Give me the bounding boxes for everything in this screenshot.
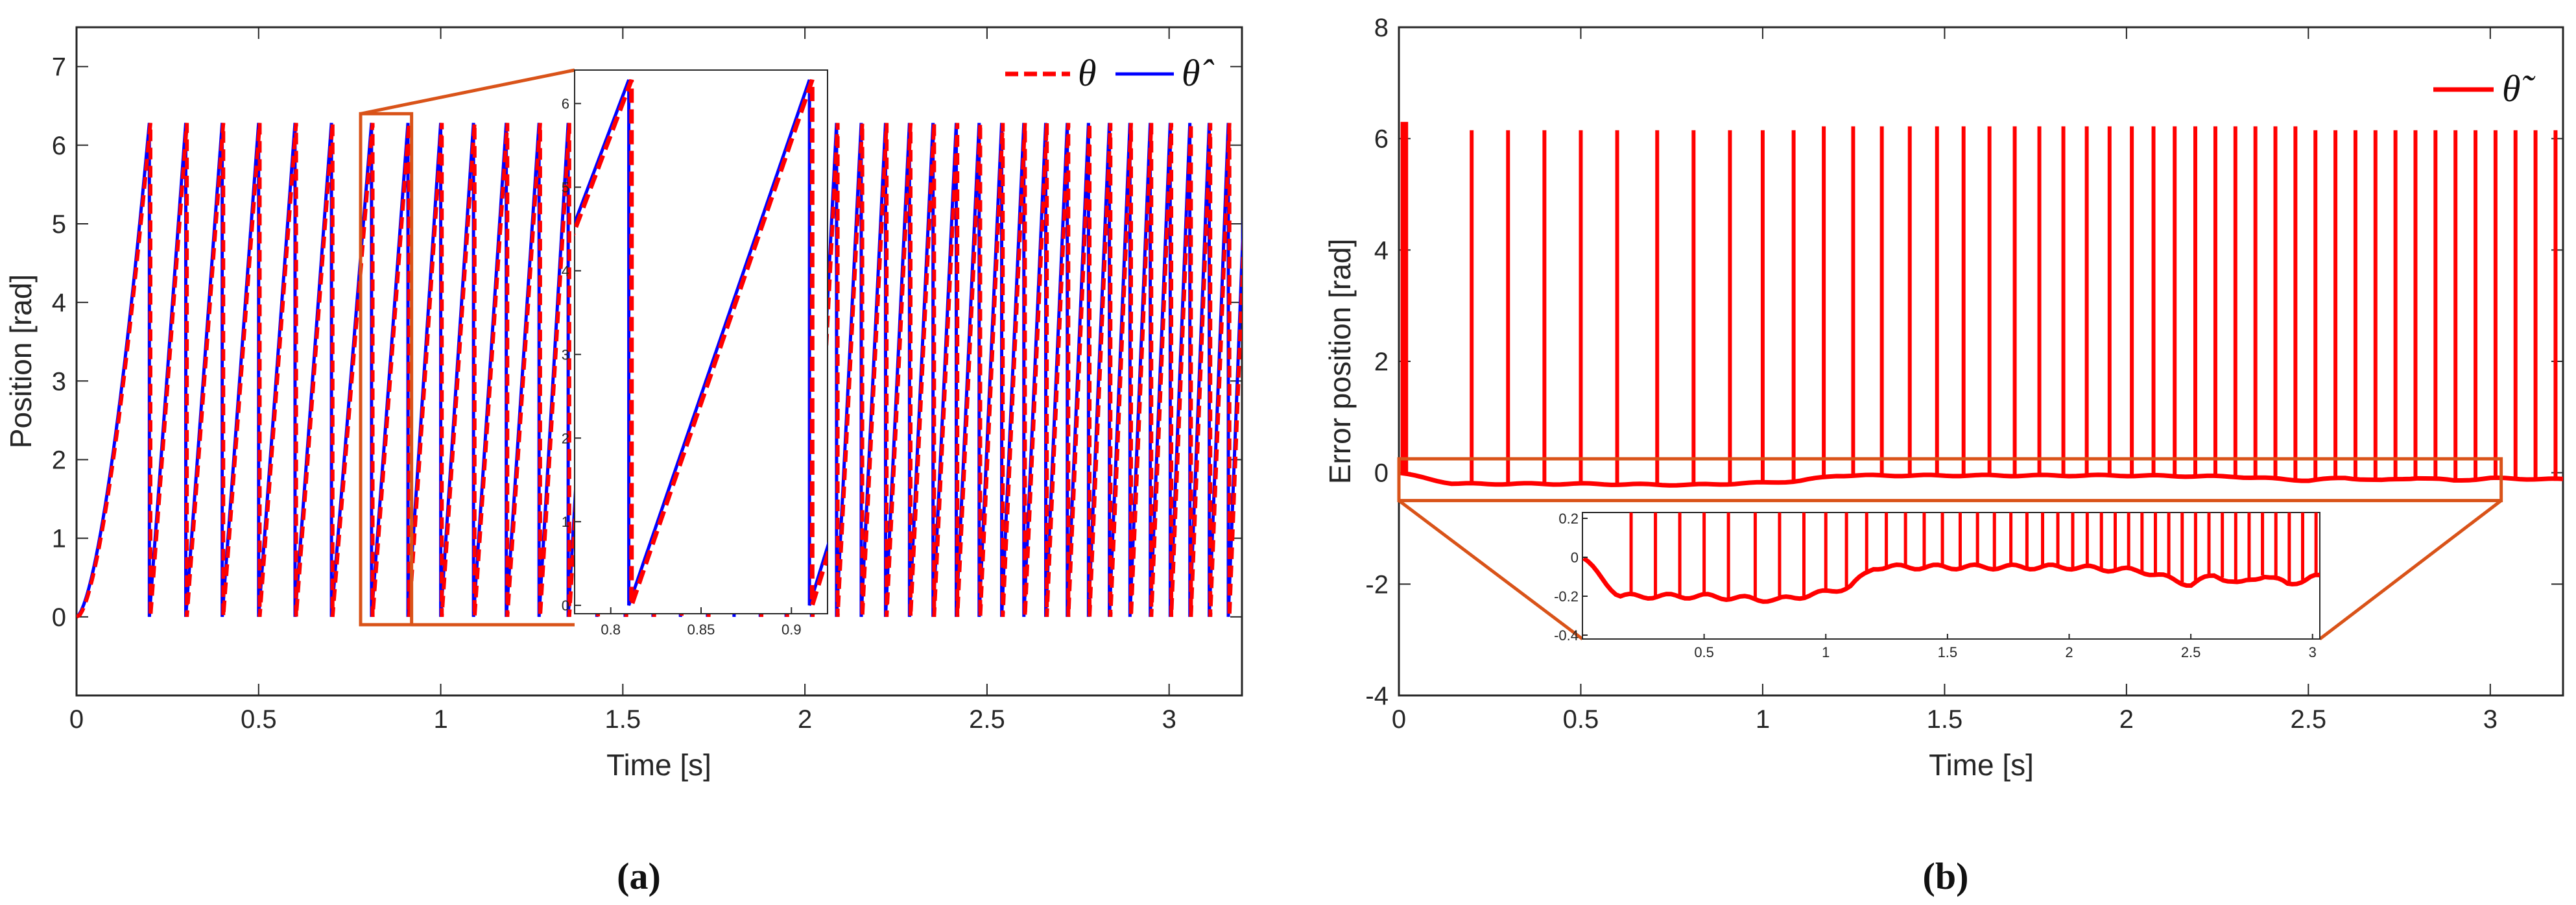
zoom-region-box-b <box>1397 457 2503 503</box>
inset-x-tick-label: 0.5 <box>1694 644 1714 660</box>
y-tick-label: 5 <box>52 210 66 239</box>
y-tick-label: -2 <box>1365 570 1389 599</box>
inset-theta-tilde-line <box>1582 556 2320 604</box>
inset-y-tick-label: -0.2 <box>1554 588 1579 605</box>
x-tick-label: 1 <box>1756 705 1770 734</box>
inset-zoom-b: 0.5 1 1.5 2 2.5 3 0.2 0 -0.2 -0.4 <box>1554 511 2320 660</box>
inset-y-tick-label: 6 <box>562 96 569 112</box>
x-axis-label-a: Time [s] <box>606 748 711 782</box>
zoom-connector-top-a <box>360 68 575 115</box>
inset-y-tick-label: 3 <box>562 346 569 363</box>
y-tick-labels-a: 0 1 2 3 4 5 6 7 <box>52 53 66 632</box>
y-tick-label: 2 <box>1374 348 1389 376</box>
zoom-region-box-a <box>359 112 414 627</box>
y-tick-label: -4 <box>1365 682 1389 710</box>
inset-y-tick-label: 4 <box>562 263 569 279</box>
y-axis-label-b: Error position [rad] <box>1323 239 1357 484</box>
series-theta-line <box>77 123 1242 619</box>
x-tick-label: 0.5 <box>241 705 277 734</box>
inset-error-spikes <box>1629 513 2318 600</box>
x-axis-label-b: Time [s] <box>1929 748 2034 782</box>
inset-theta-line <box>575 78 828 607</box>
y-axis-label-a: Position [rad] <box>4 274 38 448</box>
x-tick-label: 2 <box>798 705 812 734</box>
panel-label-b: (b) <box>1923 855 1969 897</box>
x-tick-labels-b: 0 0.5 1 1.5 2 2.5 3 <box>1392 705 2498 734</box>
x-tick-label: 0 <box>69 705 84 734</box>
y-tick-label: 3 <box>52 367 66 396</box>
inset-y-tick-label: 0.2 <box>1558 511 1579 527</box>
series-theta-tilde-line <box>1400 470 2563 488</box>
inset-x-tick-label: 3 <box>2309 644 2317 660</box>
inset-x-tick-label: 0.9 <box>781 621 802 638</box>
chart-panel-b: 0 0.5 1 1.5 2 2.5 3 -4 -2 0 2 4 6 8 Time [s] Error p… <box>1323 14 2564 897</box>
inset-y-tick-label: 2 <box>562 430 569 446</box>
zoom-connector-right-b <box>2319 499 2503 640</box>
inset-x-tick-labels-a: 0.8 0.85 0.9 <box>601 607 802 638</box>
y-tick-label: 4 <box>52 289 66 317</box>
error-spikes <box>1400 121 2558 485</box>
x-tick-label: 3 <box>2483 705 2498 734</box>
inset-theta-hat-line <box>575 79 828 606</box>
inset-y-tick-labels-a: 0 1 2 3 4 5 6 <box>562 96 581 614</box>
x-tick-label: 2 <box>2119 705 2134 734</box>
inset-x-tick-label: 2.5 <box>2181 644 2201 660</box>
x-tick-label: 3 <box>1162 705 1176 734</box>
y-tick-label: 6 <box>52 132 66 160</box>
y-tick-label: 6 <box>1374 125 1389 154</box>
zoom-connector-left-b <box>1398 499 1584 640</box>
x-tick-label: 0 <box>1392 705 1406 734</box>
inset-x-tick-label: 0.8 <box>601 621 621 638</box>
x-tick-label: 2.5 <box>969 705 1005 734</box>
inset-x-tick-label: 2 <box>2065 644 2073 660</box>
y-tick-label: 4 <box>1374 236 1389 265</box>
inset-y-tick-label: 0 <box>1571 549 1579 566</box>
x-tick-label: 2.5 <box>2291 705 2327 734</box>
inset-x-tick-labels-b: 0.5 1 1.5 2 2.5 3 <box>1694 634 2317 660</box>
legend-label-theta: θ <box>1078 52 1097 94</box>
x-tick-labels-a: 0 0.5 1 1.5 2 2.5 3 <box>69 705 1176 734</box>
y-tick-label: 8 <box>1374 14 1389 42</box>
inset-x-tick-label: 1.5 <box>1938 644 1958 660</box>
inset-y-tick-label: 0 <box>562 597 569 614</box>
chart-panel-a: 0 0.5 1 1.5 2 2.5 3 0 1 2 3 4 5 6 7 Time [s] Position… <box>4 26 1243 897</box>
axis-ticks-a <box>76 27 1242 695</box>
y-tick-label: 0 <box>1374 459 1389 488</box>
x-tick-label: 1 <box>433 705 447 734</box>
panel-label-a: (a) <box>617 855 661 897</box>
y-tick-label: 1 <box>52 525 66 553</box>
inset-y-tick-label: 1 <box>562 514 569 530</box>
x-tick-label: 1.5 <box>605 705 641 734</box>
inset-y-tick-label: -0.4 <box>1554 627 1579 644</box>
y-tick-label: 7 <box>52 53 66 82</box>
inset-y-tick-label: 5 <box>562 179 569 195</box>
inset-x-tick-label: 1 <box>1822 644 1830 660</box>
x-tick-label: 0.5 <box>1563 705 1599 734</box>
inset-zoom-a: 0.8 0.85 0.9 0 1 2 3 4 5 6 <box>562 69 828 638</box>
inset-x-tick-label: 0.85 <box>687 621 715 638</box>
inset-y-tick-labels-b: 0.2 0 -0.2 -0.4 <box>1554 511 1588 644</box>
y-tick-labels-b: -4 -2 0 2 4 6 8 <box>1365 14 1389 710</box>
x-tick-label: 1.5 <box>1927 705 1963 734</box>
y-tick-label: 2 <box>52 446 66 474</box>
y-tick-label: 0 <box>52 603 66 632</box>
